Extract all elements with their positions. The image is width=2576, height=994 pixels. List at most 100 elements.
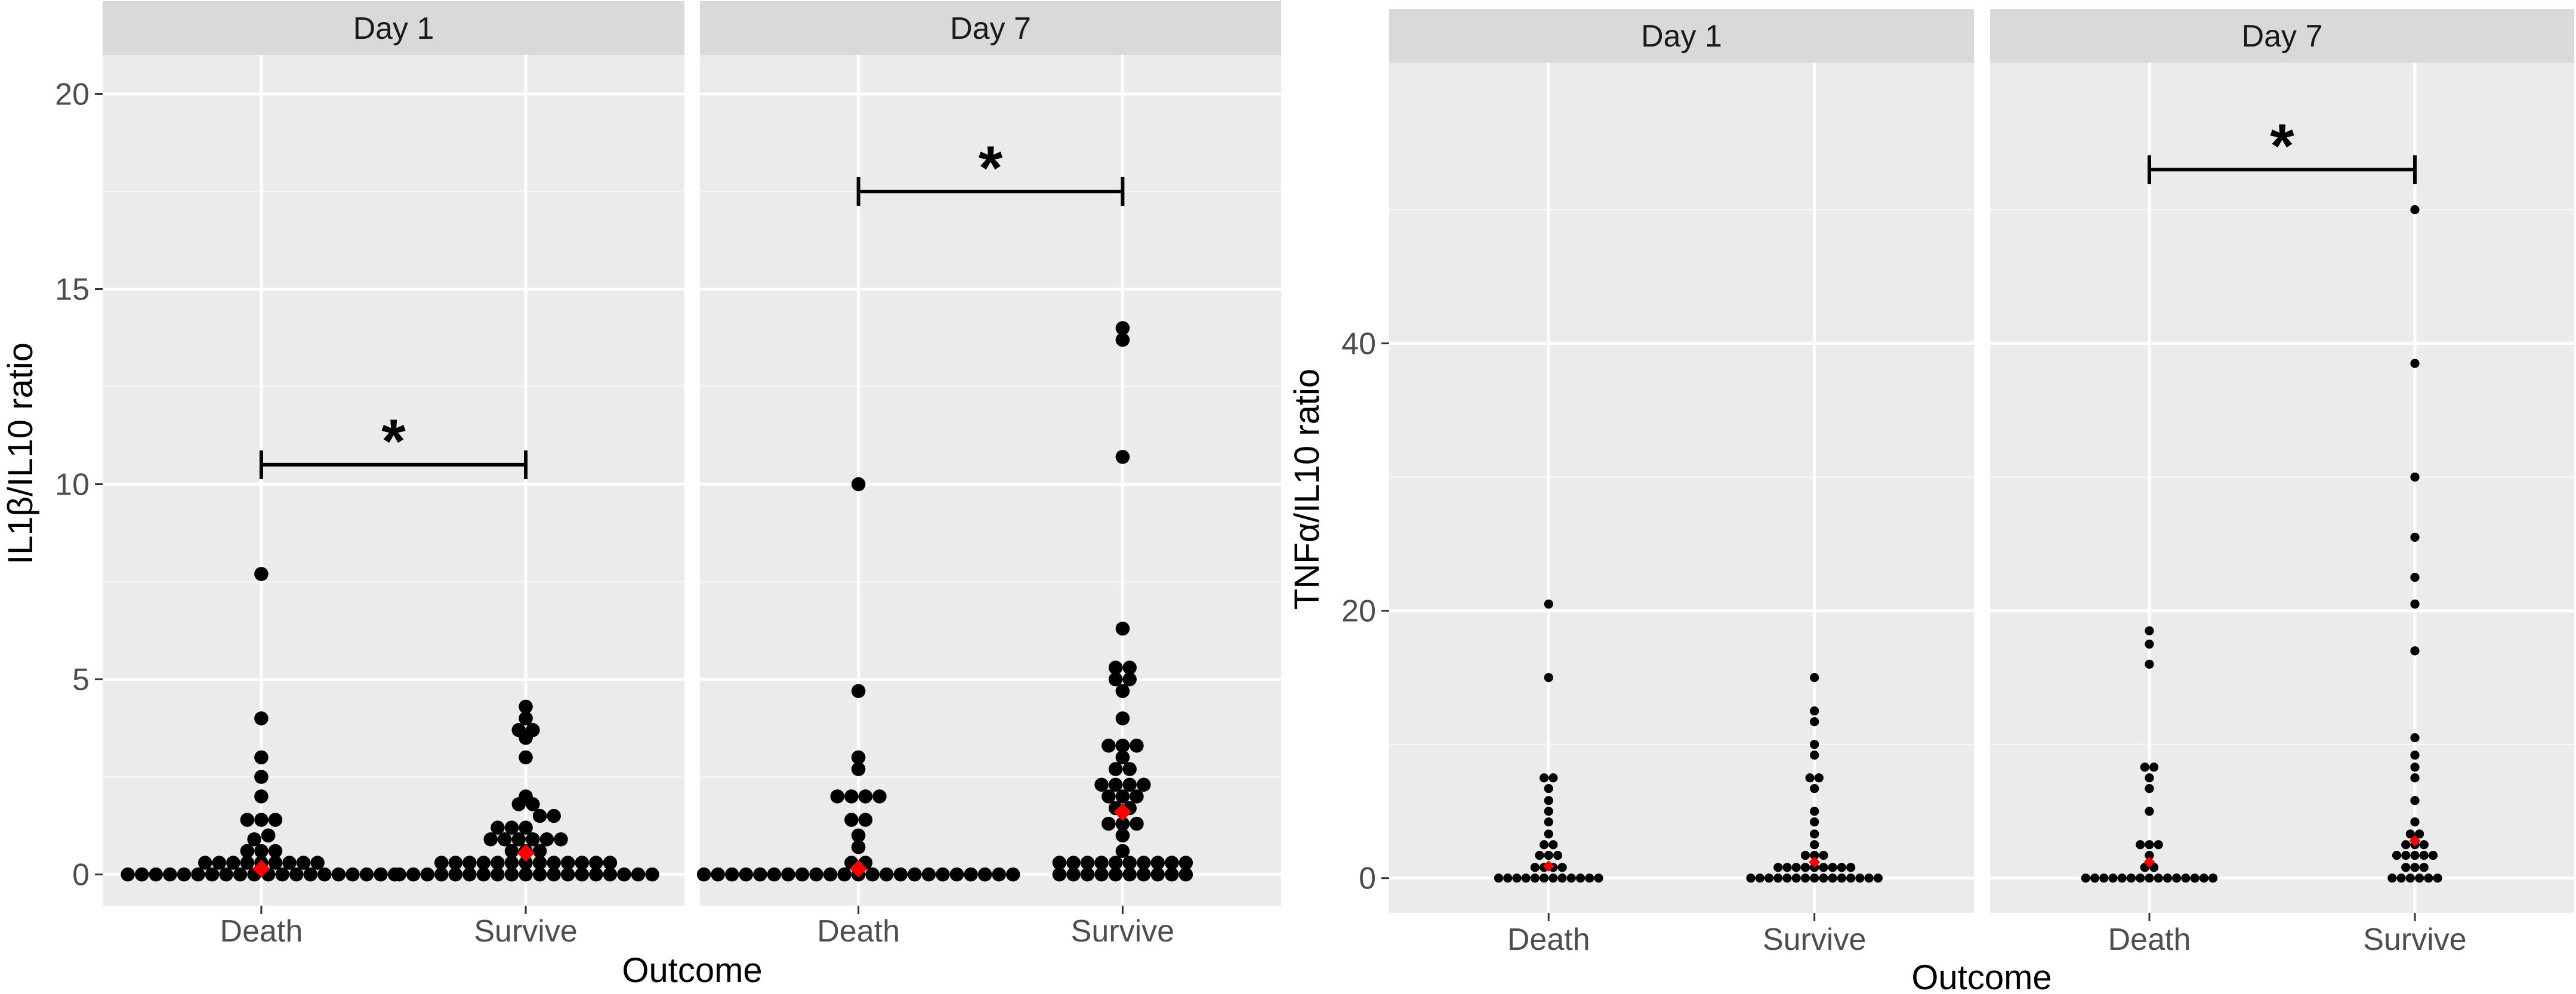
data-point-survive bbox=[1819, 873, 1828, 883]
data-point-death bbox=[844, 813, 859, 827]
data-point-death bbox=[809, 867, 823, 882]
data-point-survive bbox=[1122, 660, 1137, 675]
data-point-death bbox=[121, 867, 135, 882]
data-point-death bbox=[240, 813, 255, 827]
figure-il1b: IL1β/IL10 ratio Outcome 0 5 10 15 20 Day 1 Death… bbox=[1, 1, 1281, 990]
data-point-survive bbox=[1094, 856, 1109, 870]
data-point-death bbox=[275, 867, 290, 882]
data-point-death bbox=[2136, 840, 2145, 850]
data-point-death bbox=[254, 750, 269, 765]
data-point-survive bbox=[420, 867, 435, 882]
data-point-death bbox=[893, 867, 908, 882]
data-point-survive bbox=[2410, 205, 2420, 215]
data-point-survive bbox=[1108, 867, 1123, 882]
data-point-death bbox=[1557, 863, 1567, 872]
data-point-death bbox=[331, 867, 346, 882]
data-point-death bbox=[1530, 873, 1540, 883]
facet-label: Day 1 bbox=[353, 11, 434, 46]
y-axis-title-tnfa: TNFα/IL10 ratio bbox=[1288, 369, 1326, 610]
data-point-survive bbox=[1115, 321, 1130, 335]
data-point-survive bbox=[1773, 873, 1783, 883]
data-point-survive bbox=[504, 856, 519, 870]
x-tick-label-death: Death bbox=[1507, 922, 1590, 957]
data-point-survive bbox=[1136, 867, 1151, 882]
data-point-death bbox=[268, 856, 283, 870]
data-point-survive bbox=[476, 867, 491, 882]
data-point-survive bbox=[2410, 646, 2420, 656]
data-point-survive bbox=[434, 856, 449, 870]
data-point-survive bbox=[1130, 789, 1144, 804]
data-point-death bbox=[134, 867, 149, 882]
data-point-death bbox=[2172, 873, 2182, 883]
data-point-survive bbox=[504, 867, 519, 882]
data-point-death bbox=[247, 832, 261, 847]
data-point-survive bbox=[603, 856, 618, 870]
data-point-death bbox=[254, 770, 269, 784]
data-point-survive bbox=[1828, 863, 1837, 872]
data-point-survive bbox=[1828, 873, 1837, 883]
data-point-survive bbox=[1080, 867, 1095, 882]
data-point-death bbox=[254, 711, 269, 726]
data-point-death bbox=[1548, 840, 1558, 850]
facet-label: Day 7 bbox=[950, 11, 1031, 46]
data-point-survive bbox=[1115, 828, 1130, 843]
data-point-survive bbox=[1873, 873, 1883, 883]
data-point-death bbox=[858, 813, 873, 827]
data-point-death bbox=[711, 867, 725, 882]
data-point-survive bbox=[2410, 817, 2420, 827]
data-point-death bbox=[858, 789, 873, 804]
data-point-survive bbox=[2387, 873, 2397, 883]
data-point-survive bbox=[526, 832, 540, 847]
data-point-death bbox=[2145, 851, 2154, 860]
data-point-survive bbox=[1150, 867, 1165, 882]
figure-tnfa: TNFα/IL10 ratio Outcome 0 20 40 Day 1 Death Sur… bbox=[1288, 9, 2574, 994]
mean-marker-death bbox=[1542, 860, 1554, 872]
data-point-survive bbox=[1179, 856, 1193, 870]
data-point-death bbox=[851, 477, 866, 492]
data-point-survive bbox=[1102, 739, 1116, 753]
data-point-death bbox=[2145, 773, 2154, 783]
data-point-survive bbox=[2410, 863, 2420, 872]
data-point-death bbox=[268, 813, 283, 827]
data-point-survive bbox=[2419, 851, 2429, 860]
data-point-survive bbox=[1837, 863, 1847, 872]
data-point-survive bbox=[1837, 873, 1847, 883]
data-point-survive bbox=[519, 820, 533, 835]
data-point-survive bbox=[1108, 660, 1123, 675]
data-point-death bbox=[1535, 851, 1544, 860]
data-point-survive bbox=[1108, 856, 1123, 870]
data-point-survive bbox=[1122, 856, 1137, 870]
data-point-survive bbox=[547, 867, 561, 882]
data-point-survive bbox=[1108, 777, 1123, 792]
y-tick-label-il1b: 15 bbox=[55, 272, 90, 307]
x-axis-title-tnfa: Outcome bbox=[1911, 958, 2051, 994]
facet-strip bbox=[1389, 9, 1974, 63]
y-tick-label-tnfa: 0 bbox=[1359, 862, 1376, 896]
data-point-survive bbox=[1102, 789, 1116, 804]
data-point-death bbox=[303, 867, 318, 882]
data-point-survive bbox=[1179, 867, 1193, 882]
data-point-survive bbox=[1094, 867, 1109, 882]
data-point-death bbox=[2181, 873, 2191, 883]
data-point-death bbox=[2099, 873, 2109, 883]
mean-marker-survive bbox=[1809, 856, 1821, 868]
data-point-death bbox=[261, 828, 276, 843]
data-point-death bbox=[992, 867, 1006, 882]
data-point-survive bbox=[1122, 762, 1137, 776]
data-point-death bbox=[2162, 873, 2173, 883]
data-point-survive bbox=[1810, 784, 1819, 794]
data-point-death bbox=[359, 867, 374, 882]
data-point-survive bbox=[2410, 359, 2420, 368]
data-point-death bbox=[282, 856, 297, 870]
data-point-survive bbox=[539, 832, 554, 847]
data-point-survive bbox=[547, 808, 561, 823]
x-tick-label-death: Death bbox=[817, 914, 900, 949]
mean-marker-death bbox=[849, 860, 868, 878]
data-point-death bbox=[191, 867, 205, 882]
data-point-survive bbox=[603, 867, 618, 882]
x-tick-label-death: Death bbox=[2108, 922, 2191, 957]
data-point-death bbox=[851, 684, 866, 699]
data-point-survive bbox=[1819, 863, 1828, 872]
data-point-survive bbox=[575, 867, 590, 882]
data-point-survive bbox=[532, 808, 547, 823]
